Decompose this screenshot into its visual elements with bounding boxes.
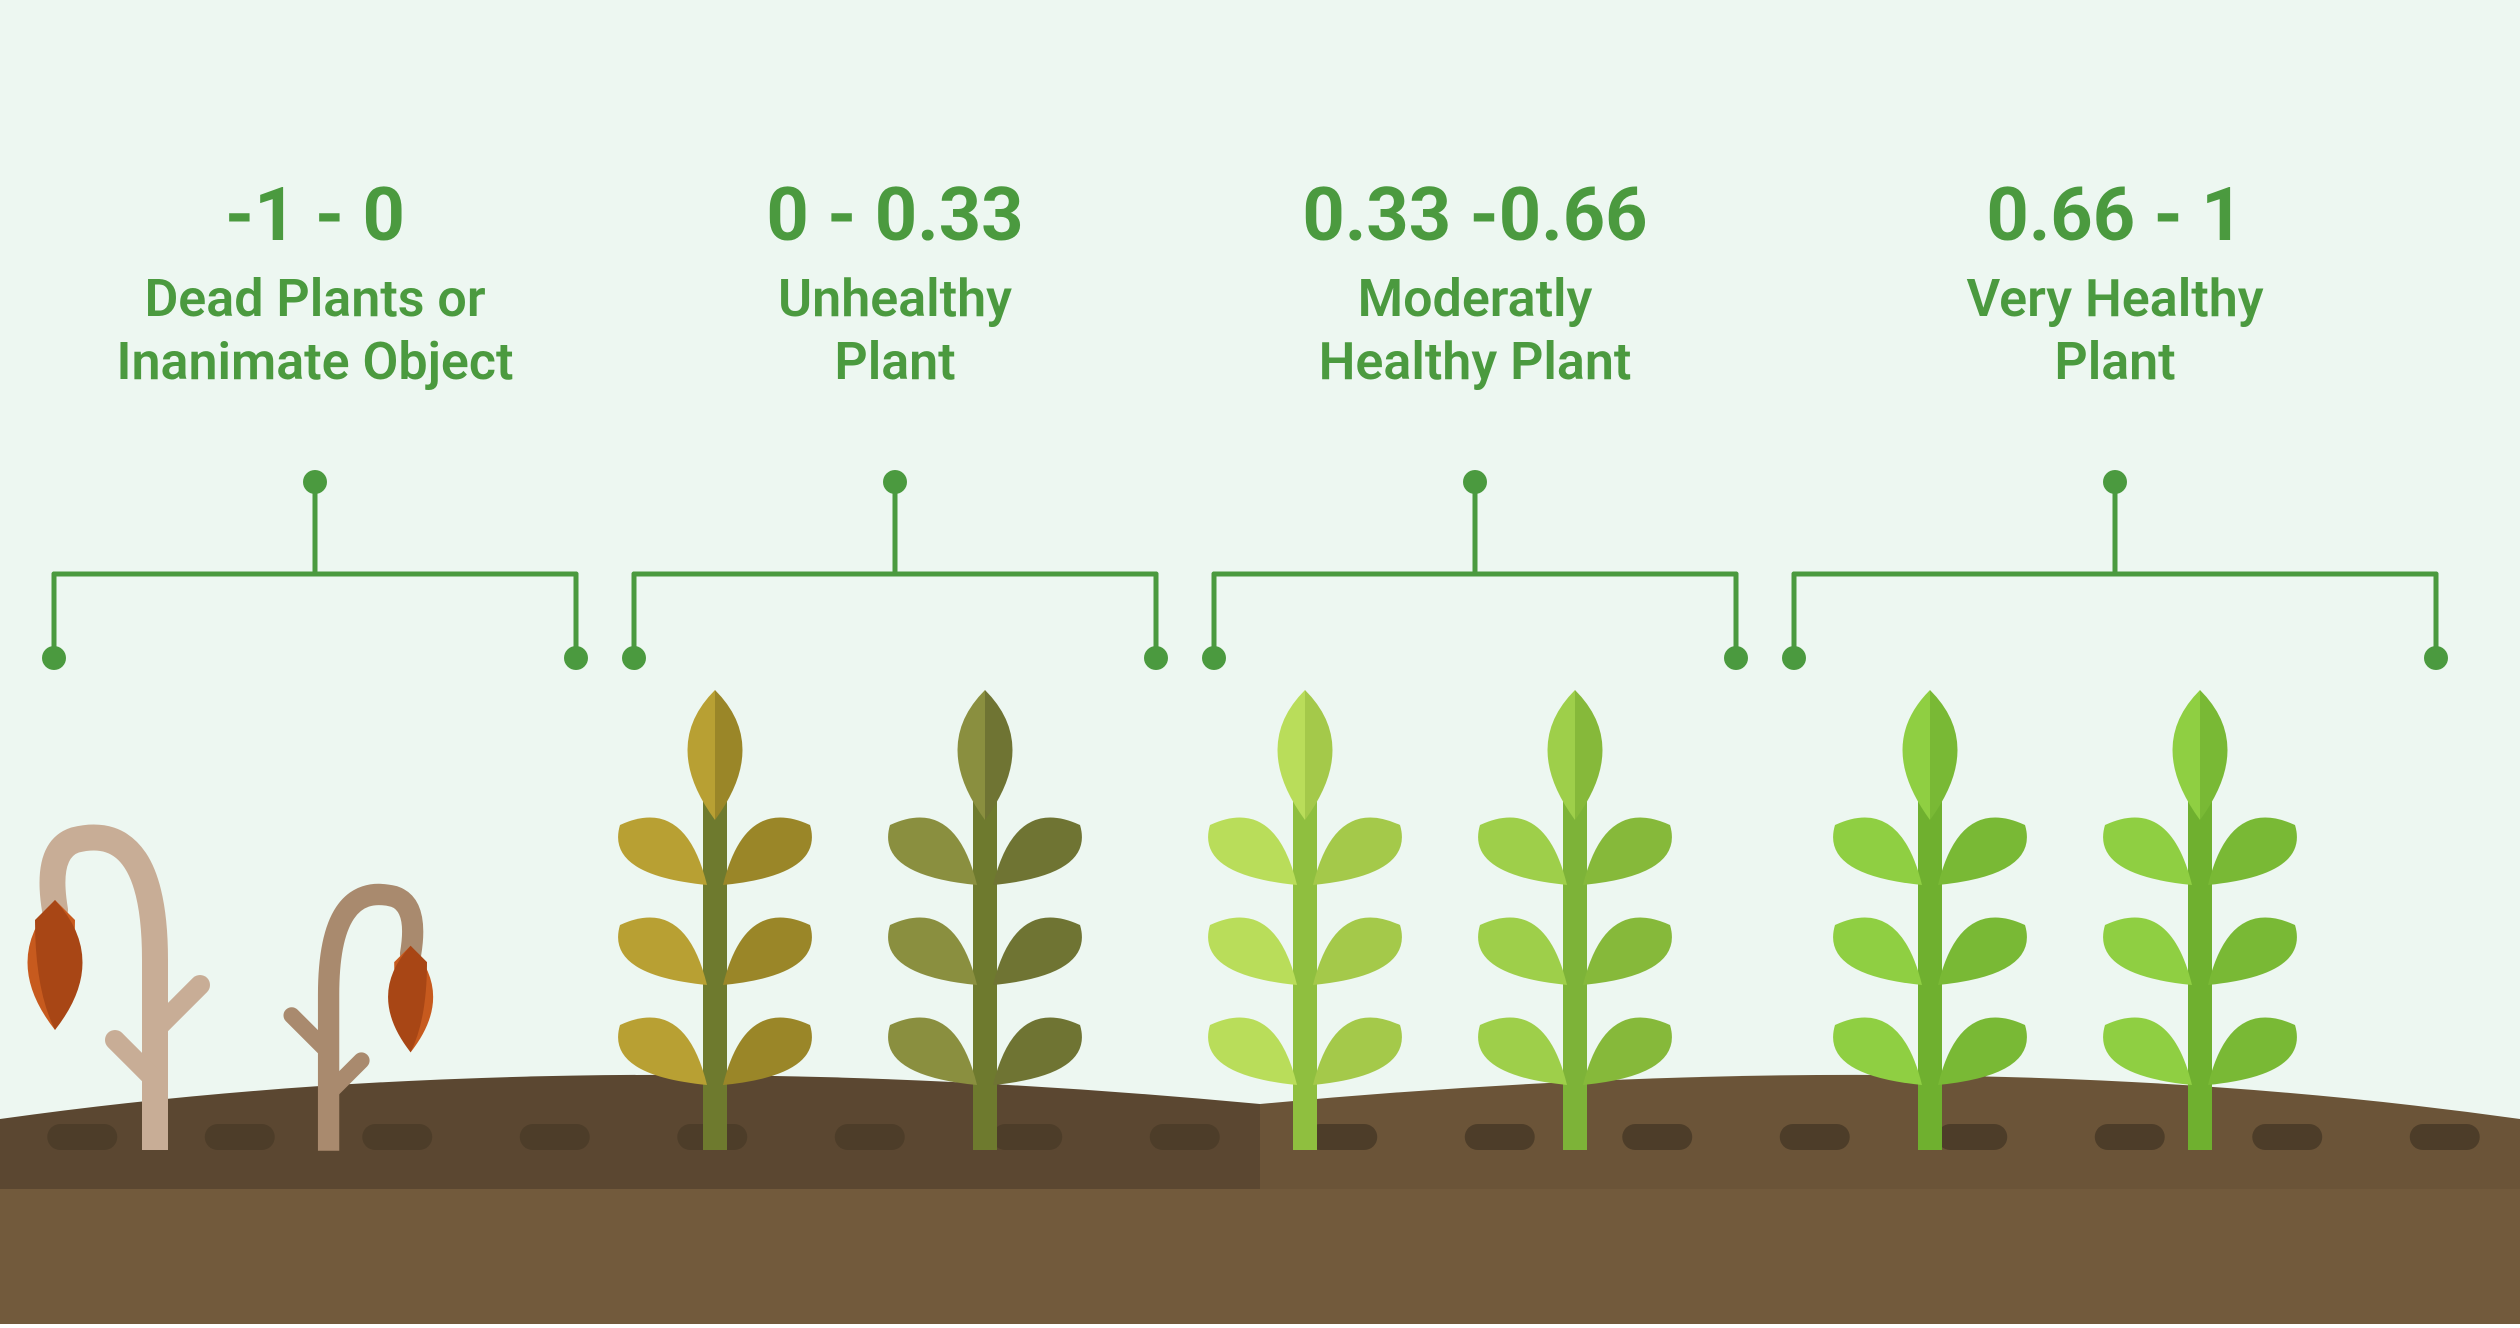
range-value: 0 - 0.33 (595, 175, 1195, 256)
unhealthy-plant-icon (875, 690, 1095, 1154)
range-value: -1 - 0 (15, 175, 615, 256)
range-value: 0.66 - 1 (1815, 175, 2415, 256)
healthy-plant-icon (1820, 690, 2040, 1154)
moderate-plant-icon (1195, 690, 1415, 1154)
category-dead: -1 - 0 Dead Plants orInanimate Object (15, 175, 615, 393)
category-healthy: 0.66 - 1 Very HealthyPlant (1815, 175, 2415, 393)
category-label: Dead Plants orInanimate Object (15, 268, 615, 393)
healthy-plant-icon (2090, 690, 2310, 1154)
plant-area (0, 634, 2520, 1154)
category-moderate: 0.33 -0.66 ModeratlyHealthy Plant (1175, 175, 1775, 393)
category-label: UnhealthyPlant (595, 268, 1195, 393)
category-unhealthy: 0 - 0.33 UnhealthyPlant (595, 175, 1195, 393)
dead-plant-icon (5, 730, 265, 1154)
dead-plant-icon (238, 806, 451, 1154)
category-label: Very HealthyPlant (1815, 268, 2415, 393)
unhealthy-plant-icon (605, 690, 825, 1154)
moderate-plant-icon (1465, 690, 1685, 1154)
infographic-stage: -1 - 0Dead Plants orInanimate Object0 - … (0, 0, 2520, 1324)
category-label: ModeratlyHealthy Plant (1175, 268, 1775, 393)
range-value: 0.33 -0.66 (1175, 175, 1775, 256)
